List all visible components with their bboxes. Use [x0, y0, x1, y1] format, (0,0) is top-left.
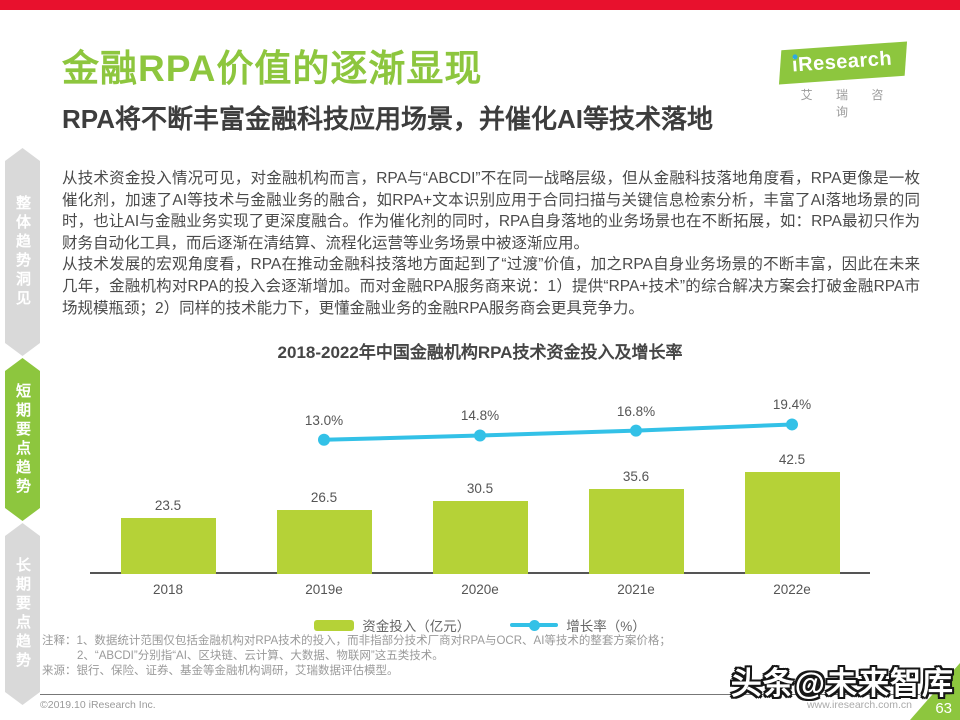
page-subtitle: RPA将不断丰富金融科技应用场景，并催化AI等技术落地 — [62, 104, 713, 134]
x-axis-label: 2022e — [773, 582, 811, 597]
growth-point-label: 13.0% — [304, 412, 344, 428]
bar — [276, 510, 372, 574]
legend-label: 资金投入（亿元） — [362, 619, 471, 634]
footer-divider — [40, 694, 920, 695]
bar-column: 42.5 — [714, 391, 870, 574]
paragraph-2: 从技术发展的宏观角度看，RPA在推动金融科技落地方面起到了“过渡”价值，加之RP… — [62, 256, 920, 317]
growth-point-label: 14.8% — [460, 408, 500, 424]
top-accent-bar — [0, 0, 960, 10]
iresearch-logo: iResearch 艾 瑞 咨 询 — [778, 41, 908, 120]
bar-value-label: 30.5 — [466, 480, 494, 496]
footer-copyright: ©2019.10 iResearch Inc. — [40, 699, 156, 711]
body-text: 从技术资金投入情况可见，对金融机构而言，RPA与“ABCDI”不在同一战略层级，… — [62, 168, 920, 319]
x-axis-label: 2021e — [617, 582, 655, 597]
legend-item-growth: 增长率（%） — [510, 615, 646, 635]
sidebar-item-short-term-trend[interactable]: 短期要点趋势 — [5, 358, 40, 521]
chart-plot: 23.5 26.5 30.5 35.6 42.5 13.0% 14.8% 16.8% 19.4… — [90, 391, 870, 574]
bar-column: 26.5 — [246, 391, 402, 574]
sidebar-item-label: 整体趋势洞见 — [14, 195, 31, 309]
bar-value-label: 26.5 — [310, 490, 338, 506]
sidebar-item-label: 长期要点趋势 — [14, 557, 31, 671]
bar-column: 30.5 — [402, 391, 558, 574]
page-number: 63 — [935, 700, 952, 717]
bar — [588, 488, 684, 574]
note-line-1: 注释：1、数据统计范围仅包括金融机构对RPA技术的投入，而非指部分技术厂商对RP… — [42, 635, 671, 647]
note-line-2: 2、“ABCDI”分别指“AI、区块链、云计算、大数据、物联网”这五类技术。 — [77, 650, 444, 662]
page-title: 金融RPA价值的逐渐显现 — [62, 48, 483, 89]
bar-columns: 23.5 26.5 30.5 35.6 42.5 — [90, 391, 870, 574]
x-axis-label: 2019e — [305, 582, 343, 597]
chart-title: 2018-2022年中国金融机构RPA技术资金投入及增长率 — [277, 343, 683, 362]
chart: 2018-2022年中国金融机构RPA技术资金投入及增长率 23.5 26.5 30… — [90, 338, 870, 635]
legend-label: 增长率（%） — [566, 619, 646, 634]
x-axis-label: 2018 — [152, 582, 184, 597]
bar — [744, 472, 840, 574]
legend-item-investment: 资金投入（亿元） — [314, 615, 470, 635]
legend-bar-swatch — [314, 619, 355, 631]
notes: 注释：1、数据统计范围仅包括金融机构对RPA技术的投入，而非指部分技术厂商对RP… — [42, 634, 922, 679]
watermark-text: 头条@未来智库 — [730, 666, 954, 701]
x-axis-label: 2020e — [461, 582, 499, 597]
bar-column: 23.5 — [90, 391, 246, 574]
legend-line-swatch — [510, 619, 559, 631]
legend-line-dot — [529, 619, 541, 631]
sidebar-item-label: 短期要点趋势 — [14, 382, 31, 497]
footer-website: www.iresearch.com.cn — [806, 699, 912, 711]
source-line: 来源：银行、保险、证券、基金等金融机构调研，艾瑞数据评估模型。 — [42, 665, 399, 677]
chart-legend: 资金投入（亿元） 增长率（%） — [90, 615, 870, 635]
logo-caption: 艾 瑞 咨 询 — [800, 88, 894, 119]
bar-value-label: 23.5 — [154, 497, 182, 513]
sidebar-item-overall-trend[interactable]: 整体趋势洞见 — [5, 148, 40, 356]
bar — [120, 517, 216, 574]
bar-value-label: 42.5 — [778, 452, 806, 467]
sidebar-item-long-term-trend[interactable]: 长期要点趋势 — [5, 523, 40, 705]
growth-point-label: 19.4% — [772, 397, 812, 413]
bar-column: 35.6 — [558, 391, 714, 574]
page-header: 金融RPA价值的逐渐显现 RPA将不断丰富金融科技应用场景，并催化AI等技术落地 — [62, 44, 922, 136]
x-axis-labels: 2018 2019e 2020e 2021e 2022e — [90, 582, 870, 597]
bar-value-label: 35.6 — [622, 468, 650, 484]
bar — [432, 500, 528, 574]
growth-point-label: 16.8% — [616, 403, 656, 419]
paragraph-1: 从技术资金投入情况可见，对金融机构而言，RPA与“ABCDI”不在同一战略层级，… — [62, 170, 920, 252]
